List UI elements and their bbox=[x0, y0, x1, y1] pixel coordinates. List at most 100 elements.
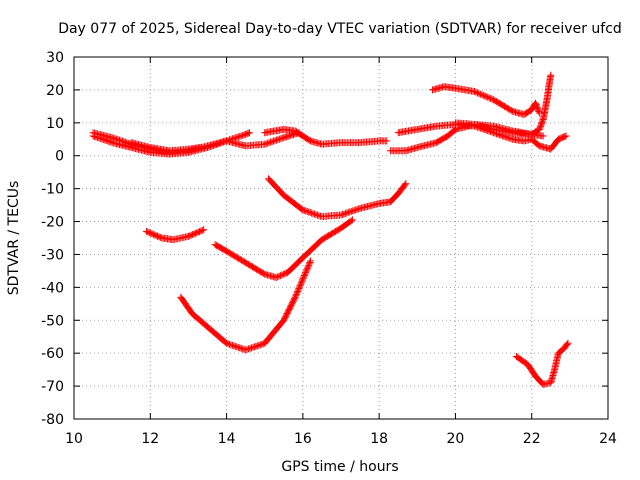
data-point bbox=[96, 135, 104, 143]
data-point bbox=[268, 138, 276, 146]
data-point bbox=[478, 91, 486, 99]
data-point bbox=[236, 344, 244, 352]
data-point bbox=[348, 216, 356, 224]
data-point bbox=[487, 95, 495, 103]
data-point bbox=[473, 89, 481, 97]
data-point bbox=[89, 132, 97, 140]
data-point bbox=[237, 344, 245, 352]
data-point bbox=[231, 342, 239, 350]
data-point bbox=[303, 264, 311, 272]
data-point bbox=[303, 266, 311, 274]
data-point bbox=[258, 340, 266, 348]
series-track-9 bbox=[265, 175, 410, 221]
data-point bbox=[264, 139, 272, 147]
data-point bbox=[262, 140, 270, 148]
data-point bbox=[296, 282, 304, 290]
data-point bbox=[302, 269, 310, 277]
data-point bbox=[270, 137, 278, 145]
data-point bbox=[226, 136, 234, 144]
data-point bbox=[312, 211, 320, 219]
data-point bbox=[547, 71, 555, 79]
data-point bbox=[227, 341, 235, 349]
data-point bbox=[563, 341, 571, 349]
data-point bbox=[281, 270, 289, 278]
data-point bbox=[475, 89, 483, 97]
data-point bbox=[236, 132, 244, 140]
data-point bbox=[104, 137, 112, 145]
data-point bbox=[305, 208, 313, 216]
data-point bbox=[279, 270, 287, 278]
data-point bbox=[224, 340, 232, 348]
y-tick-label: -40 bbox=[41, 280, 64, 296]
data-point bbox=[209, 141, 217, 149]
y-tick-label: 20 bbox=[46, 83, 64, 99]
y-tick-label: -20 bbox=[41, 215, 64, 231]
data-point bbox=[93, 134, 101, 142]
data-point bbox=[292, 292, 300, 300]
data-point bbox=[239, 131, 247, 139]
data-point bbox=[561, 133, 569, 141]
data-point bbox=[293, 289, 301, 297]
data-point bbox=[214, 140, 222, 148]
data-point bbox=[305, 261, 313, 269]
grid-layer bbox=[74, 57, 608, 419]
y-tick-label: -50 bbox=[41, 313, 64, 329]
data-point bbox=[347, 207, 355, 215]
data-point bbox=[250, 343, 258, 351]
x-tick-label: 10 bbox=[65, 431, 83, 447]
y-tick-label: 30 bbox=[46, 50, 64, 66]
data-point bbox=[274, 136, 282, 144]
data-point bbox=[340, 210, 348, 218]
data-point bbox=[337, 211, 345, 219]
data-point bbox=[300, 207, 308, 215]
data-point bbox=[244, 129, 252, 137]
data-point bbox=[278, 134, 286, 142]
x-tick-label: 12 bbox=[141, 431, 159, 447]
y-tick-label: 0 bbox=[55, 149, 64, 165]
data-point bbox=[211, 141, 219, 149]
data-point bbox=[300, 273, 308, 281]
x-tick-label: 16 bbox=[294, 431, 312, 447]
series-track-4 bbox=[261, 125, 391, 148]
data-point bbox=[217, 139, 225, 147]
data-point bbox=[291, 293, 299, 301]
chart-title: Day 077 of 2025, Sidereal Day-to-day VTE… bbox=[58, 21, 622, 37]
data-point bbox=[401, 181, 409, 189]
data-point bbox=[346, 208, 354, 216]
data-point bbox=[198, 226, 206, 234]
data-point bbox=[472, 88, 480, 96]
data-point bbox=[265, 139, 273, 147]
data-point bbox=[535, 108, 543, 116]
data-point bbox=[230, 342, 238, 350]
data-point bbox=[402, 180, 410, 188]
data-point bbox=[350, 206, 358, 214]
data-point bbox=[309, 210, 317, 218]
data-point bbox=[314, 211, 322, 219]
y-tick-label: -60 bbox=[41, 346, 64, 362]
data-point bbox=[252, 342, 260, 350]
data-point bbox=[233, 133, 241, 141]
series-track-7 bbox=[429, 83, 543, 119]
data-point bbox=[344, 208, 352, 216]
data-point bbox=[99, 136, 107, 144]
plot-frame bbox=[73, 56, 609, 420]
data-point bbox=[237, 132, 245, 140]
data-point bbox=[299, 274, 307, 282]
y-tick-label: 10 bbox=[46, 116, 64, 132]
data-point bbox=[278, 271, 286, 279]
data-point bbox=[218, 138, 226, 146]
data-point bbox=[230, 134, 238, 142]
data-point bbox=[306, 258, 314, 266]
data-point bbox=[206, 142, 214, 150]
data-point bbox=[204, 144, 211, 151]
data-point bbox=[95, 134, 103, 142]
data-point bbox=[215, 139, 223, 147]
data-point bbox=[105, 138, 113, 146]
data-point bbox=[223, 339, 231, 347]
data-point bbox=[256, 341, 264, 349]
data-point bbox=[306, 257, 314, 265]
data-point bbox=[227, 135, 235, 143]
data-point bbox=[200, 226, 208, 234]
data-point bbox=[353, 205, 361, 213]
